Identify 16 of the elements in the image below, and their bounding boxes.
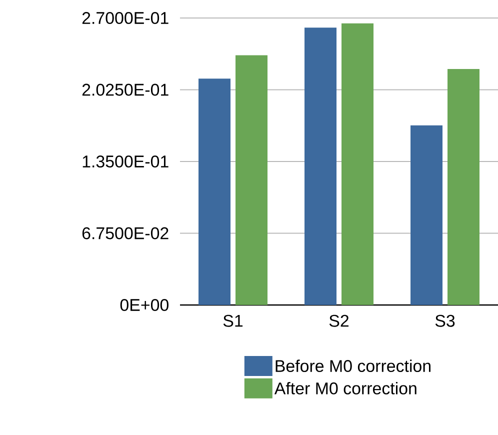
bar	[236, 55, 268, 305]
bar	[342, 23, 374, 305]
y-tick-label: 2.0250E-01	[82, 84, 168, 96]
x-tick-label: S3	[435, 314, 455, 327]
x-tick-label: S1	[223, 314, 243, 327]
legend-label: Before M0 correction	[276, 360, 430, 372]
y-tick-label: 2.7000E-01	[82, 12, 168, 24]
bar	[304, 28, 336, 305]
y-tick-label: 6.7500E-02	[82, 227, 168, 240]
bar	[448, 69, 480, 305]
legend-label: After M0 correction	[274, 382, 416, 394]
bar	[198, 78, 230, 305]
bar	[410, 125, 442, 305]
y-tick-label: 0E+00	[120, 299, 168, 312]
y-tick-label: 1.3500E-01	[82, 156, 168, 168]
x-tick-label: S2	[329, 314, 348, 327]
